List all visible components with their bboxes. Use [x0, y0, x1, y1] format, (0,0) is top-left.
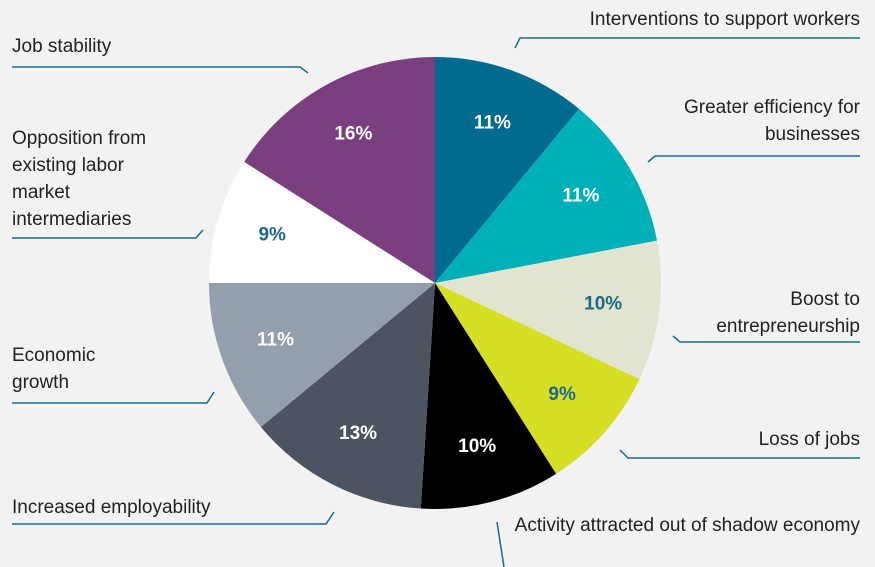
slice-label: 13% [339, 423, 377, 444]
category-label: Loss of jobs [758, 429, 860, 450]
category-label: Interventions to support workers [589, 9, 860, 30]
slice-label: 10% [584, 293, 622, 314]
slice-label: 11% [257, 329, 294, 350]
pie-slice [435, 108, 657, 283]
leader-line [12, 511, 335, 525]
pie-slice [435, 57, 580, 283]
leader-line [619, 449, 860, 459]
pie-slice [209, 161, 435, 283]
pie-slice [435, 283, 640, 474]
leader-line [12, 229, 204, 239]
category-label: Economic growth [12, 345, 96, 393]
pie-slice [209, 283, 435, 428]
category-label: Activity attracted out of shadow economy [514, 515, 860, 536]
leader-line [12, 66, 309, 74]
category-label: Opposition from existing labor market in… [12, 128, 147, 230]
pie-slice [420, 283, 557, 509]
category-label: Greater efficiency for businesses [683, 97, 860, 145]
pie-slice [260, 283, 435, 509]
pie-slice [244, 57, 435, 283]
pie-slice [435, 240, 661, 380]
slice-label: 9% [258, 225, 286, 246]
category-label: Boost to entrepreneurship [716, 289, 860, 337]
leader-line [496, 521, 505, 567]
leader-line [514, 37, 860, 49]
leader-line [647, 155, 860, 163]
category-label: Job stability [12, 36, 112, 57]
slice-label: 10% [458, 436, 496, 457]
slice-label: 11% [474, 113, 511, 134]
slice-label: 16% [334, 123, 372, 144]
slice-label: 11% [562, 186, 599, 207]
slice-label: 9% [548, 384, 576, 405]
leader-line [672, 335, 860, 343]
leader-line [12, 391, 215, 404]
category-label: Increased employability [12, 497, 211, 518]
